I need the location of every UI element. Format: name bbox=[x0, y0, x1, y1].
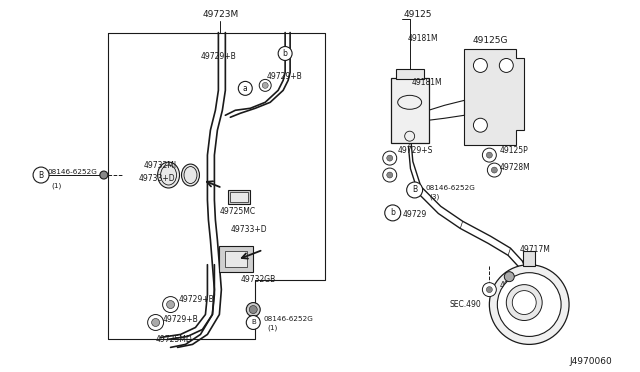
Bar bbox=[220, 246, 253, 272]
Text: (1): (1) bbox=[267, 324, 278, 331]
Circle shape bbox=[148, 314, 164, 330]
Circle shape bbox=[486, 286, 492, 293]
Circle shape bbox=[483, 148, 497, 162]
Bar bbox=[524, 251, 535, 266]
Text: B: B bbox=[412, 186, 417, 195]
Bar bbox=[225, 251, 247, 267]
Circle shape bbox=[474, 118, 488, 132]
Circle shape bbox=[383, 151, 397, 165]
Circle shape bbox=[486, 152, 492, 158]
Circle shape bbox=[163, 296, 179, 312]
Circle shape bbox=[474, 58, 488, 73]
Circle shape bbox=[166, 301, 175, 308]
Circle shape bbox=[506, 285, 542, 321]
Text: 49728M: 49728M bbox=[499, 163, 530, 171]
Circle shape bbox=[492, 167, 497, 173]
Text: 49723M: 49723M bbox=[202, 10, 239, 19]
Text: 49725MC: 49725MC bbox=[220, 208, 255, 217]
Text: 49732MI: 49732MI bbox=[143, 161, 177, 170]
Circle shape bbox=[387, 155, 393, 161]
Circle shape bbox=[249, 305, 257, 314]
Text: 49725MD: 49725MD bbox=[156, 335, 193, 344]
Text: B: B bbox=[38, 170, 44, 180]
Text: 49729: 49729 bbox=[403, 211, 427, 219]
Text: 49729+S: 49729+S bbox=[499, 281, 534, 290]
Circle shape bbox=[246, 302, 260, 317]
Circle shape bbox=[483, 283, 497, 296]
Circle shape bbox=[497, 273, 561, 336]
Circle shape bbox=[33, 167, 49, 183]
Text: 49729+S: 49729+S bbox=[397, 145, 433, 155]
Text: 49181M: 49181M bbox=[408, 34, 438, 43]
Circle shape bbox=[278, 46, 292, 61]
Ellipse shape bbox=[182, 164, 200, 186]
Circle shape bbox=[490, 265, 569, 344]
Circle shape bbox=[100, 171, 108, 179]
Polygon shape bbox=[465, 48, 524, 145]
Circle shape bbox=[512, 291, 536, 314]
Text: 08146-6252G: 08146-6252G bbox=[263, 317, 313, 323]
Circle shape bbox=[259, 79, 271, 92]
Circle shape bbox=[387, 172, 393, 178]
Circle shape bbox=[488, 163, 501, 177]
Circle shape bbox=[385, 205, 401, 221]
Text: 49729+B: 49729+B bbox=[163, 315, 198, 324]
Bar bbox=[228, 190, 250, 204]
Circle shape bbox=[246, 315, 260, 330]
Text: 49729+B: 49729+B bbox=[179, 295, 214, 304]
Text: 49181M: 49181M bbox=[412, 78, 442, 87]
Text: b: b bbox=[283, 49, 287, 58]
Text: 49125G: 49125G bbox=[472, 36, 508, 45]
Text: 49125P: 49125P bbox=[499, 145, 528, 155]
Text: 49729+B: 49729+B bbox=[266, 72, 302, 81]
Bar bbox=[391, 78, 429, 143]
Text: SEC.490: SEC.490 bbox=[449, 300, 481, 309]
Text: 49732GB: 49732GB bbox=[240, 275, 276, 284]
Circle shape bbox=[238, 81, 252, 95]
Text: 49717M: 49717M bbox=[519, 245, 550, 254]
Ellipse shape bbox=[157, 162, 180, 188]
Text: a: a bbox=[243, 84, 248, 93]
Circle shape bbox=[499, 58, 513, 73]
Circle shape bbox=[504, 272, 515, 282]
Circle shape bbox=[262, 82, 268, 89]
Text: 49125: 49125 bbox=[404, 10, 432, 19]
Text: 08146-6252G: 08146-6252G bbox=[47, 169, 97, 175]
Bar bbox=[230, 192, 248, 202]
Text: (1): (1) bbox=[51, 182, 61, 189]
Text: J4970060: J4970060 bbox=[569, 357, 612, 366]
Text: 49733+D: 49733+D bbox=[139, 173, 175, 183]
Text: b: b bbox=[390, 208, 395, 217]
Circle shape bbox=[383, 168, 397, 182]
Text: (3): (3) bbox=[429, 194, 440, 200]
Bar bbox=[396, 70, 424, 79]
Text: B: B bbox=[251, 320, 255, 326]
Text: 08146-6252G: 08146-6252G bbox=[426, 185, 476, 191]
Text: 49733+D: 49733+D bbox=[230, 225, 267, 234]
Text: 49729+B: 49729+B bbox=[200, 52, 236, 61]
Circle shape bbox=[152, 318, 159, 327]
Circle shape bbox=[406, 182, 422, 198]
